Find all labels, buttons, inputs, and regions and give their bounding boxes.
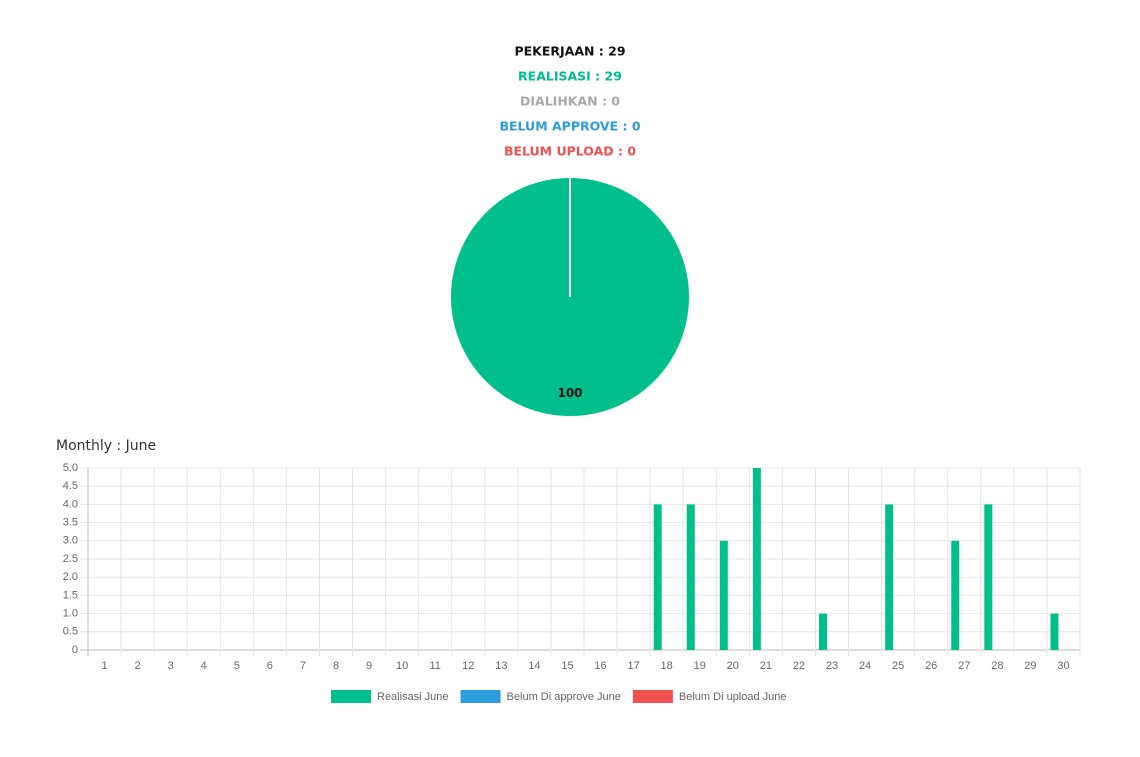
y-tick-label: 1.0 (63, 608, 78, 620)
y-tick-label: 1.5 (63, 589, 78, 601)
y-tick-label: 4.5 (63, 480, 78, 492)
x-tick-label: 26 (925, 660, 937, 672)
x-tick-label: 1 (101, 660, 107, 672)
bar (951, 540, 960, 650)
summary-line: BELUM UPLOAD : 0 (504, 144, 636, 159)
bar (984, 504, 993, 650)
y-tick-label: 0 (72, 644, 78, 656)
bar (653, 504, 662, 650)
x-tick-label: 3 (168, 660, 174, 672)
x-tick-label: 15 (561, 660, 573, 672)
x-tick-label: 18 (661, 660, 673, 672)
x-tick-label: 14 (528, 660, 540, 672)
x-tick-label: 10 (396, 660, 408, 672)
y-tick-label: 2.5 (63, 553, 78, 565)
x-tick-label: 21 (760, 660, 772, 672)
bar (1050, 613, 1059, 650)
x-tick-label: 12 (462, 660, 474, 672)
x-tick-label: 7 (300, 660, 306, 672)
x-tick-label: 19 (694, 660, 706, 672)
x-tick-label: 30 (1057, 660, 1069, 672)
x-tick-label: 22 (793, 660, 805, 672)
summary-line: PEKERJAAN : 29 (514, 44, 625, 59)
legend-label: Realisasi June (377, 691, 449, 703)
x-tick-label: 16 (594, 660, 606, 672)
x-tick-label: 23 (826, 660, 838, 672)
x-tick-label: 5 (234, 660, 240, 672)
summary-line: REALISASI : 29 (518, 69, 622, 84)
x-tick-label: 25 (892, 660, 904, 672)
summary-line: DIALIHKAN : 0 (520, 94, 620, 109)
x-tick-label: 2 (135, 660, 141, 672)
y-tick-label: 4.0 (63, 498, 78, 510)
x-tick-label: 4 (201, 660, 207, 672)
y-tick-label: 3.0 (63, 535, 78, 547)
y-tick-label: 5.0 (63, 462, 78, 474)
x-tick-label: 13 (495, 660, 507, 672)
x-tick-label: 20 (727, 660, 739, 672)
legend-swatch (460, 690, 501, 703)
legend-swatch (632, 690, 673, 703)
y-tick-label: 3.5 (63, 517, 78, 529)
bar (819, 613, 827, 650)
bar (885, 504, 894, 650)
bar (752, 468, 761, 650)
bar (719, 540, 728, 650)
x-tick-label: 29 (1024, 660, 1036, 672)
x-tick-label: 6 (267, 660, 273, 672)
x-tick-label: 28 (991, 660, 1003, 672)
x-tick-label: 17 (627, 660, 639, 672)
chart-title: Monthly : June (56, 438, 156, 454)
bar (686, 504, 695, 650)
x-tick-label: 11 (429, 660, 440, 672)
y-tick-label: 2.0 (63, 571, 78, 583)
y-tick-label: 0.5 (63, 626, 78, 638)
legend-swatch (331, 690, 371, 703)
x-tick-label: 27 (958, 660, 970, 672)
x-tick-label: 24 (859, 660, 871, 672)
data-label: 100 (557, 386, 582, 400)
legend-label: Belum Di upload June (679, 691, 787, 703)
x-tick-label: 8 (333, 660, 339, 672)
summary-line: BELUM APPROVE : 0 (499, 119, 640, 134)
legend-label: Belum Di approve June (507, 691, 621, 703)
x-tick-label: 9 (366, 660, 372, 672)
